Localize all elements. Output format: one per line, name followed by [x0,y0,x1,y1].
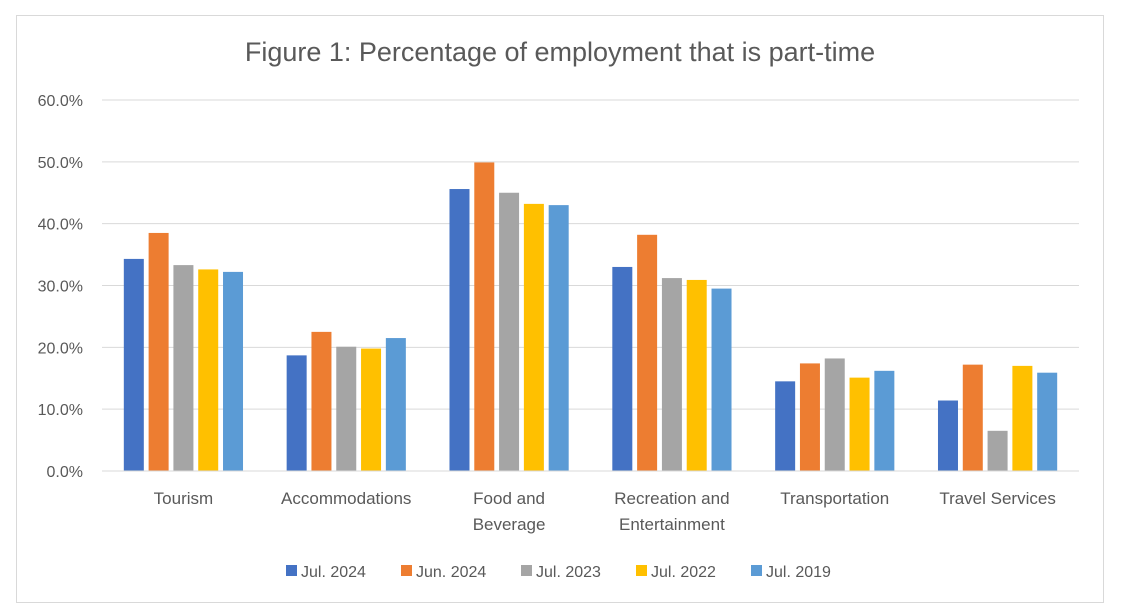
bar [361,348,382,471]
bar [336,346,357,471]
x-category-label: Food and Beverage [473,489,546,534]
y-tick-label: 60.0% [38,93,83,110]
y-tick-label: 20.0% [38,340,83,357]
x-category-label: Transportation [780,489,889,508]
bar [449,189,470,472]
bar [937,400,958,471]
legend-swatch [636,565,647,576]
bar [637,234,658,471]
bar [223,271,244,471]
bar [661,278,682,471]
bar [612,266,633,471]
x-category-label: Recreation and Entertainment [614,489,729,534]
bar [1037,372,1058,471]
bar [874,370,895,471]
bar [548,205,569,471]
y-tick-label: 50.0% [38,155,83,172]
legend-swatch [286,565,297,576]
legend-swatch [521,565,532,576]
bar [799,363,820,471]
legend-label: Jun. 2024 [416,564,486,581]
y-axis-tick-labels: 0.0% 10.0% 20.0% 30.0% 40.0% 50.0% 60.0% [38,93,83,481]
gridlines [102,99,1079,410]
y-tick-label: 0.0% [47,464,83,481]
legend-label: Jul. 2022 [651,564,716,581]
chart-title: Figure 1: Percentage of employment that … [245,37,875,67]
bar [286,355,307,471]
bar [987,430,1008,471]
y-tick-label: 40.0% [38,217,83,234]
bar [849,377,870,471]
y-tick-label: 10.0% [38,402,83,419]
bar [824,358,845,471]
bar [311,331,332,471]
x-category-label: Tourism [154,489,214,508]
bar [775,381,796,471]
bar [499,192,520,471]
bar [198,269,219,471]
bar [711,288,732,471]
bar [474,162,495,471]
bar [686,279,707,471]
bar [385,338,406,471]
bar [1012,365,1033,471]
bar [148,232,169,471]
y-tick-label: 30.0% [38,279,83,296]
legend: Jul. 2024 Jun. 2024 Jul. 2023 Jul. 2022 Jul.… [286,564,831,581]
bar [123,258,144,471]
bar [173,265,194,471]
legend-swatch [751,565,762,576]
bar [962,364,983,471]
x-axis-category-labels: Tourism Accommodations Food and Beverage Rec… [154,489,1056,534]
legend-swatch [401,565,412,576]
legend-label: Jul. 2024 [301,564,366,581]
bars [123,162,1058,472]
bar [523,203,544,471]
legend-label: Jul. 2019 [766,564,831,581]
x-category-label: Accommodations [281,489,411,508]
x-category-label: Travel Services [939,489,1056,508]
legend-label: Jul. 2023 [536,564,601,581]
